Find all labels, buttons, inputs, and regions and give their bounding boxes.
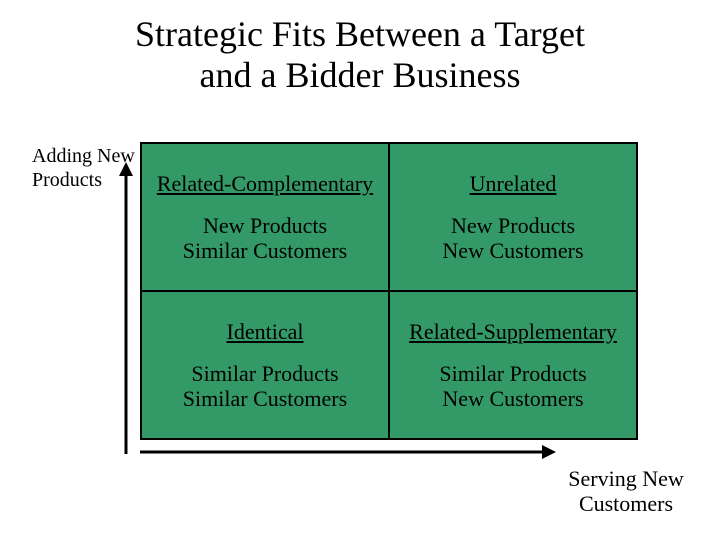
matrix-row: Related-Complementary New Products Simil… — [141, 143, 637, 291]
cell-body: New Products Similar Customers — [183, 213, 347, 264]
cell-heading: Related-Complementary — [157, 171, 373, 197]
matrix-cell-bottom-left: Identical Similar Products Similar Custo… — [141, 291, 389, 439]
slide-title: Strategic Fits Between a Target and a Bi… — [0, 14, 720, 97]
y-axis-label-line-2: Products — [32, 169, 102, 191]
x-axis-label: Serving New Customers — [556, 466, 696, 517]
x-axis-label-line-2: Customers — [579, 491, 673, 516]
cell-body: Similar Products Similar Customers — [183, 361, 347, 412]
matrix-cell-bottom-right: Related-Supplementary Similar Products N… — [389, 291, 637, 439]
title-line-2: and a Bidder Business — [200, 55, 521, 95]
cell-body: Similar Products New Customers — [439, 361, 586, 412]
y-axis-arrow-icon — [116, 162, 136, 454]
matrix: Related-Complementary New Products Simil… — [140, 142, 638, 440]
x-axis-label-line-1: Serving New — [568, 466, 683, 491]
matrix-cell-top-left: Related-Complementary New Products Simil… — [141, 143, 389, 291]
title-line-1: Strategic Fits Between a Target — [135, 14, 585, 54]
cell-heading: Unrelated — [470, 171, 557, 197]
cell-heading: Related-Supplementary — [409, 319, 617, 345]
matrix-cell-top-right: Unrelated New Products New Customers — [389, 143, 637, 291]
x-axis-arrow-icon — [140, 442, 556, 462]
slide: Strategic Fits Between a Target and a Bi… — [0, 0, 720, 540]
matrix-row: Identical Similar Products Similar Custo… — [141, 291, 637, 439]
cell-body: New Products New Customers — [442, 213, 583, 264]
cell-heading: Identical — [227, 319, 304, 345]
